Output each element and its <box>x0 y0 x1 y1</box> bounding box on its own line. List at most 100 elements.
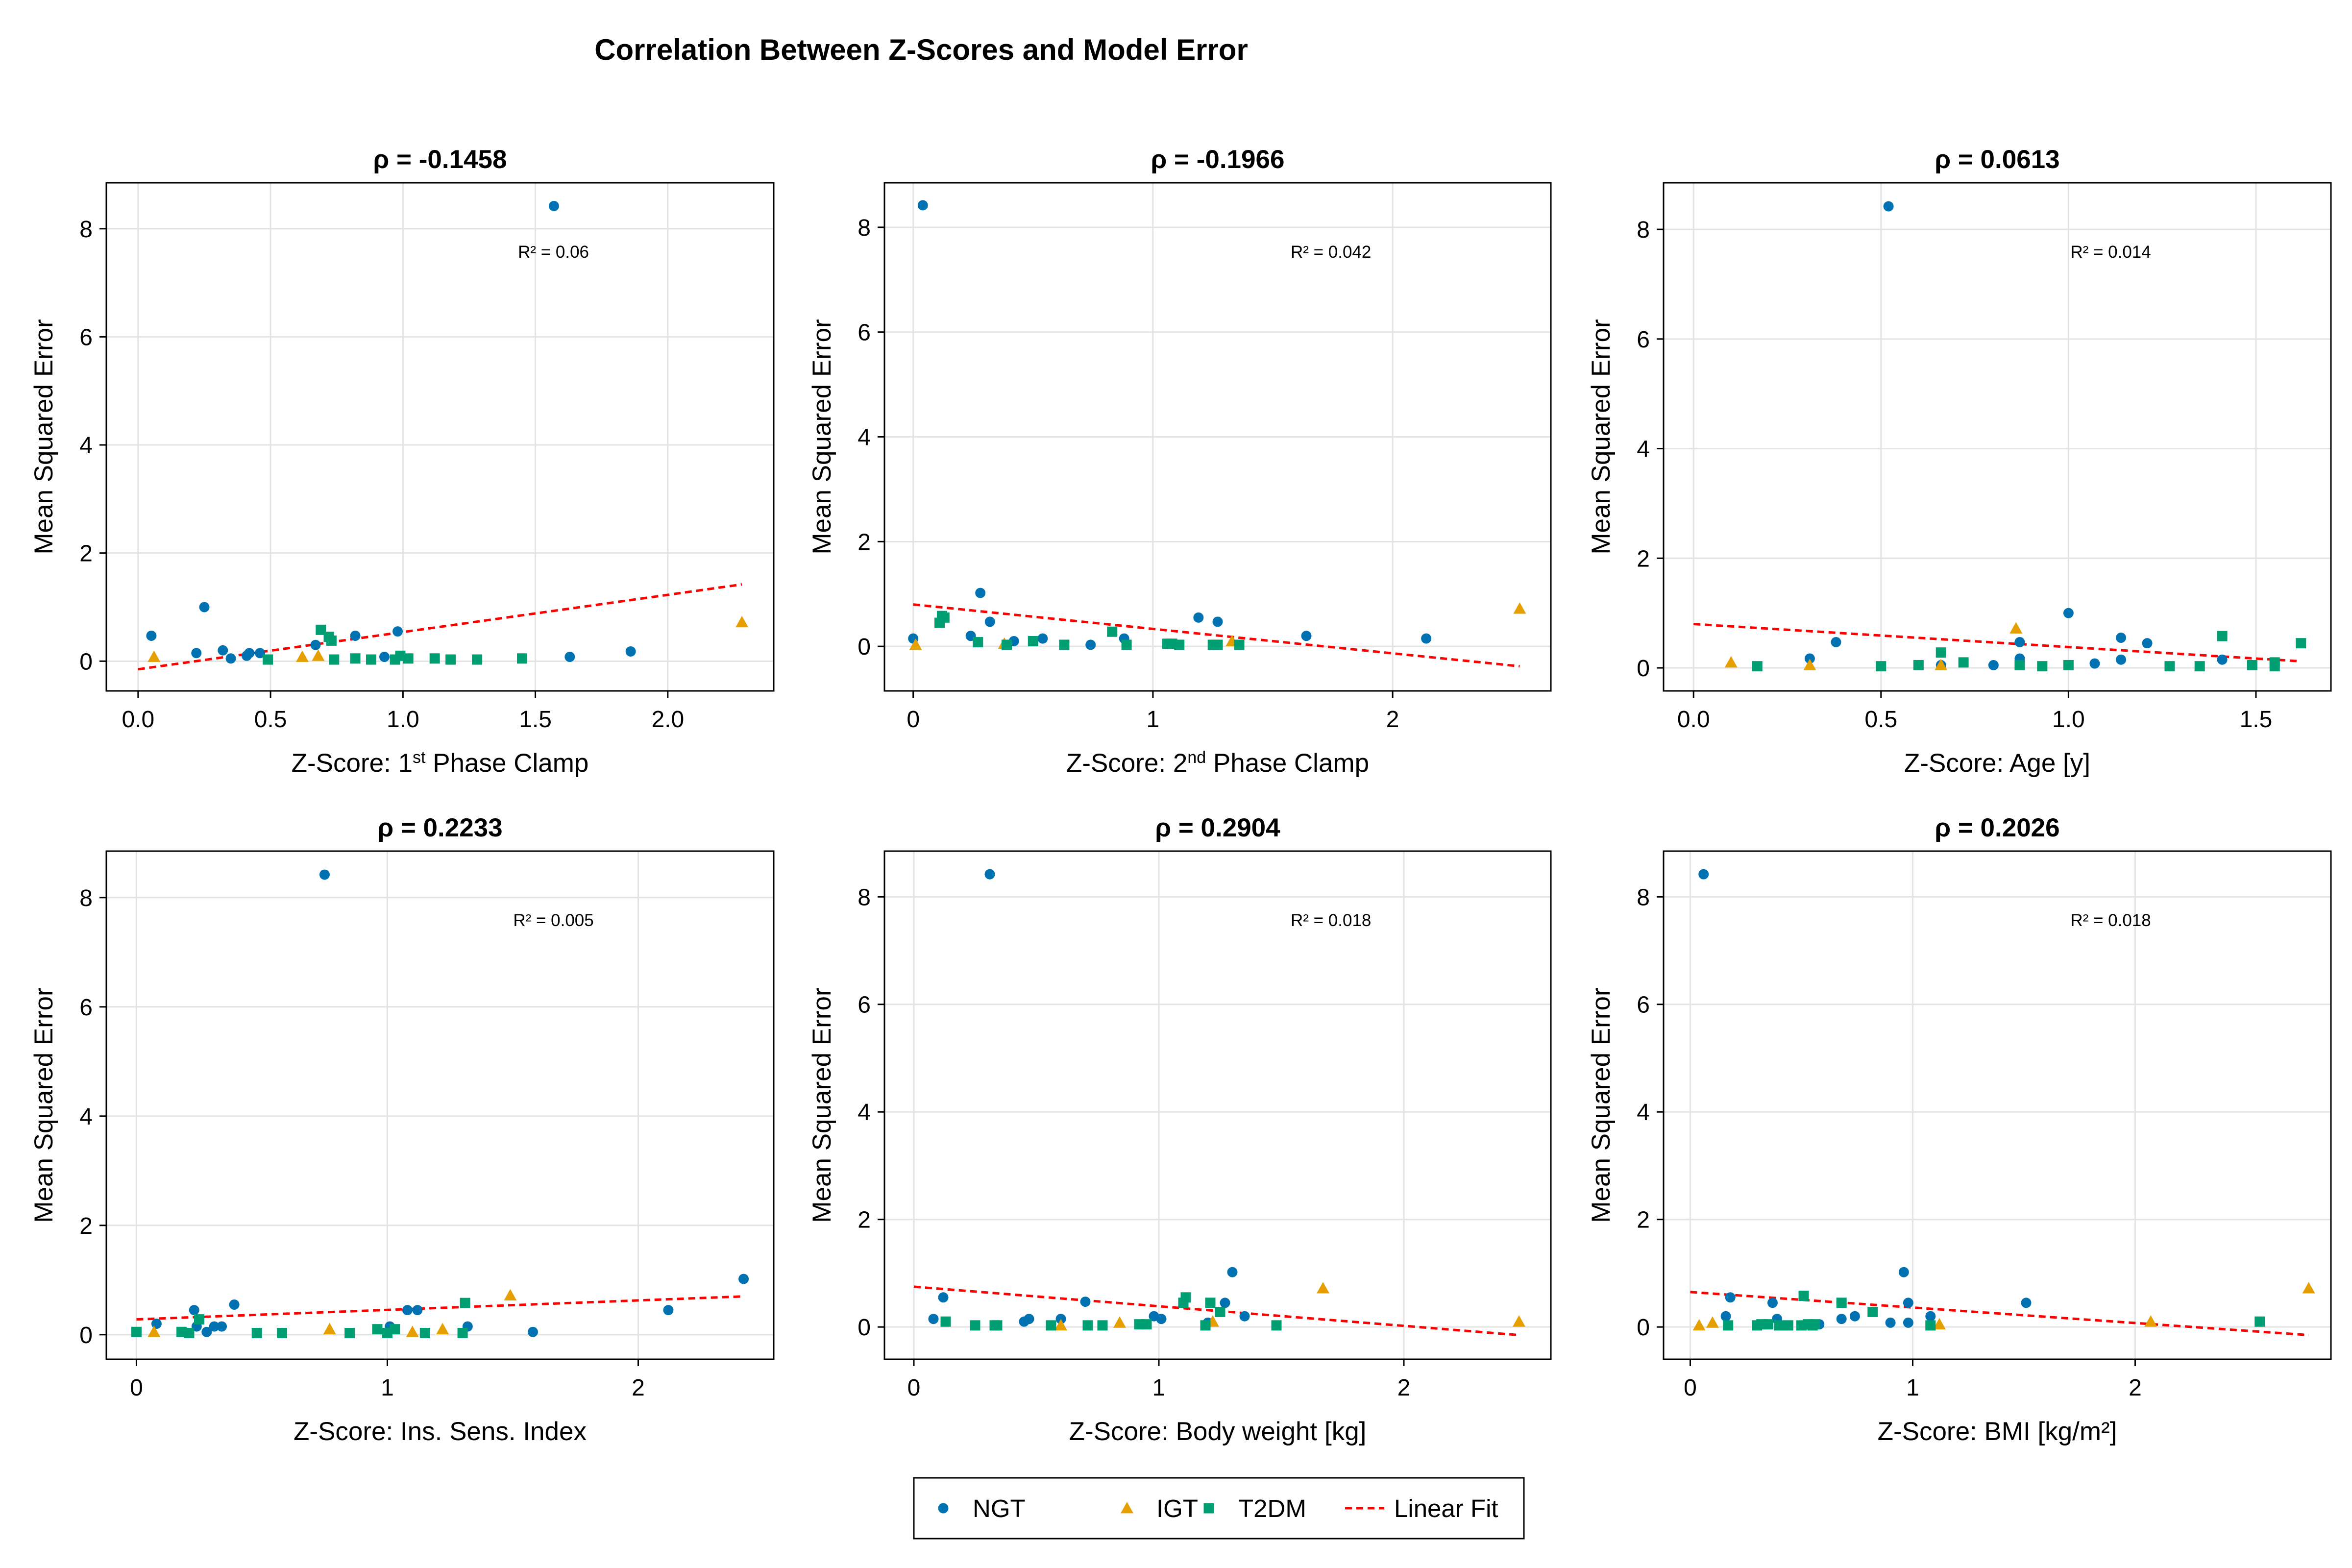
y-tick-label: 0 <box>1637 1315 1650 1341</box>
point-ngt <box>254 648 265 659</box>
point-ngt <box>2089 658 2100 669</box>
point-ngt <box>1725 1292 1736 1303</box>
legend-item-t2dm: T2DM <box>1203 1494 1306 1522</box>
subplot-6: 0 1 2 0 2 4 6 8 ρ = 0.2026 R² = 0.018 Z-Score: BMI… <box>1587 813 2332 1446</box>
y-axis-label: Mean Squared Error <box>29 319 58 554</box>
point-t2dm <box>1798 1291 1809 1301</box>
point-ngt <box>217 1321 227 1332</box>
legend-swatch <box>1203 1503 1214 1514</box>
point-ngt <box>564 651 575 662</box>
point-t2dm <box>1028 636 1038 646</box>
x-tick-label: 1 <box>1147 707 1160 733</box>
point-t2dm <box>2269 657 2280 668</box>
y-tick-label: 2 <box>79 541 93 567</box>
x-tick-label: 1.5 <box>519 707 552 733</box>
x-tick-label: 2 <box>2129 1375 2142 1401</box>
x-tick-label: 0 <box>907 1375 921 1401</box>
legend-label: Linear Fit <box>1394 1494 1498 1522</box>
point-ngt <box>244 648 255 659</box>
point-igt <box>735 615 749 628</box>
point-igt <box>909 638 922 650</box>
y-tick-label: 4 <box>858 425 871 451</box>
y-tick-label: 6 <box>858 320 871 346</box>
point-t2dm <box>344 1327 355 1338</box>
point-ngt <box>1831 637 1841 647</box>
point-ngt <box>1037 633 1048 644</box>
point-t2dm <box>1271 1320 1282 1331</box>
legend-swatch <box>1121 1502 1133 1514</box>
point-ngt <box>189 1305 199 1316</box>
legend-label: T2DM <box>1238 1494 1306 1522</box>
y-tick-label: 2 <box>1637 1207 1650 1233</box>
point-t2dm <box>395 650 406 661</box>
series-igt <box>1692 1282 2315 1331</box>
point-igt <box>436 1323 449 1335</box>
point-ngt <box>1301 631 1312 641</box>
point-ngt <box>1903 1317 1913 1328</box>
subplot-title: ρ = 0.2233 <box>377 813 502 842</box>
point-ngt <box>2021 1298 2032 1308</box>
point-ngt <box>738 1274 749 1284</box>
point-igt <box>1692 1319 1706 1331</box>
series-igt <box>147 1289 517 1337</box>
point-ngt <box>1193 612 1204 623</box>
point-ngt <box>146 630 157 641</box>
r-squared-annotation: R² = 0.042 <box>1291 243 1371 262</box>
legend-item-igt: IGT <box>1121 1494 1198 1522</box>
point-ngt <box>917 200 928 211</box>
y-tick-label: 6 <box>1637 992 1650 1018</box>
point-ngt <box>2014 637 2025 647</box>
y-tick-label: 6 <box>858 992 871 1018</box>
legend-label: IGT <box>1156 1494 1198 1522</box>
subplot-3: 0.0 0.5 1.0 1.5 0 2 4 6 8 ρ = 0.0613 R² = 0.014 Z-S… <box>1587 145 2332 778</box>
point-ngt <box>199 602 210 612</box>
point-igt <box>1933 1318 1946 1330</box>
point-ngt <box>1085 639 1096 650</box>
point-ngt <box>412 1305 423 1316</box>
subplots-grid: 0.0 0.5 1.0 1.5 2.0 0 2 4 6 8 ρ = -0.1458 R² = 0.06… <box>29 145 2332 1446</box>
point-t2dm <box>1174 639 1185 650</box>
point-ngt <box>1698 869 1709 880</box>
point-igt <box>1513 1315 1525 1327</box>
point-t2dm <box>472 654 483 665</box>
point-t2dm <box>1097 1320 1108 1331</box>
y-tick-label: 2 <box>858 529 871 555</box>
point-ngt <box>2217 654 2228 665</box>
x-tick-label: 1.0 <box>2052 707 2085 733</box>
point-t2dm <box>2063 660 2074 670</box>
series-igt <box>1724 622 2023 670</box>
plot-frame <box>105 850 775 1360</box>
subplot-title: ρ = -0.1966 <box>1151 145 1285 174</box>
x-tick-label: 0.0 <box>1677 707 1710 733</box>
point-ngt <box>975 588 986 598</box>
point-ngt <box>1767 1298 1778 1308</box>
point-ngt <box>1220 1298 1230 1308</box>
series-ngt <box>151 869 749 1337</box>
point-t2dm <box>1059 639 1070 650</box>
point-igt <box>406 1325 419 1337</box>
x-tick-label: 2 <box>632 1375 645 1401</box>
r-squared-annotation: R² = 0.06 <box>518 243 589 262</box>
x-tick-label: 1.0 <box>387 707 419 733</box>
point-t2dm <box>1234 639 1245 650</box>
point-igt <box>1113 1316 1126 1328</box>
point-t2dm <box>970 1320 980 1331</box>
point-t2dm <box>2296 638 2306 649</box>
series-ngt <box>928 869 1250 1328</box>
point-ngt <box>1903 1298 1913 1308</box>
y-tick-label: 8 <box>79 217 93 243</box>
point-t2dm <box>1082 1320 1093 1331</box>
point-igt <box>2302 1282 2315 1294</box>
x-tick-label: 0 <box>1684 1375 1697 1401</box>
point-ngt <box>663 1305 674 1316</box>
x-tick-label: 1 <box>381 1375 394 1401</box>
linear-fit-line <box>1693 623 2301 663</box>
point-ngt <box>191 648 202 659</box>
point-t2dm <box>2037 661 2048 672</box>
subplot-title: ρ = 0.2026 <box>1935 813 2059 842</box>
point-igt <box>1317 1282 1329 1294</box>
point-ngt <box>1836 1314 1847 1324</box>
point-ngt <box>1227 1267 1238 1277</box>
y-tick-label: 6 <box>1637 327 1650 353</box>
point-t2dm <box>445 654 456 665</box>
